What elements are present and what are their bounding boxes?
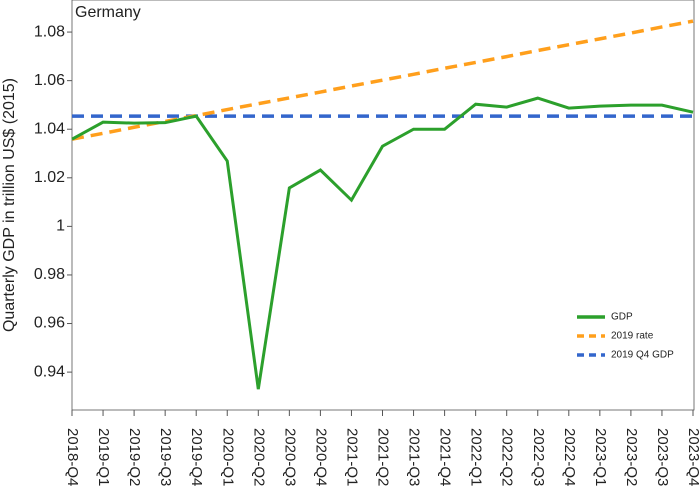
legend-label: GDP (611, 312, 633, 323)
y-tick-label: 0.98 (34, 266, 65, 283)
x-tick-label: 2021-Q1 (343, 428, 360, 486)
x-tick-label: 2021-Q3 (406, 428, 423, 486)
x-tick-label: 2023-Q1 (592, 428, 609, 486)
x-tick-label: 2019-Q4 (188, 428, 205, 486)
y-tick-label: 1.06 (34, 72, 65, 89)
y-tick-label: 1.02 (34, 169, 65, 186)
legend-label: 2019 Q4 GDP (611, 350, 674, 361)
y-tick-label: 0.96 (34, 315, 65, 332)
x-tick-label: 2020-Q3 (281, 428, 298, 486)
y-tick-label: 1 (56, 218, 65, 235)
x-tick-label: 2022-Q3 (530, 428, 547, 486)
x-tick-label: 2019-Q2 (126, 428, 143, 486)
y-tick-label: 0.94 (34, 363, 65, 380)
x-tick-label: 2020-Q2 (250, 428, 267, 486)
series-line (71, 96, 694, 390)
x-tick-label: 2023-Q3 (654, 428, 671, 486)
y-tick-label: 1.04 (34, 120, 65, 137)
plot-frame (71, 0, 695, 411)
x-tick-label: 2020-Q4 (312, 428, 329, 486)
y-axis-label: Quarterly GDP in trillion US$ (2015) (1, 78, 18, 332)
x-tick-label: 2022-Q1 (468, 428, 485, 486)
x-tick-label: 2021-Q4 (437, 428, 454, 486)
x-tick-label: 2022-Q4 (561, 428, 578, 486)
y-tick-label: 1.08 (34, 23, 65, 40)
x-tick-label: 2018-Q4 (64, 428, 81, 486)
x-tick-label: 2023-Q2 (623, 428, 640, 486)
x-tick-label: 2019-Q1 (95, 428, 112, 486)
chart-title: Germany (75, 4, 141, 21)
x-tick-label: 2023-Q4 (685, 428, 700, 486)
x-tick-label: 2019-Q3 (157, 428, 174, 486)
x-tick-label: 2020-Q1 (219, 428, 236, 486)
x-tick-label: 2021-Q2 (375, 428, 392, 486)
x-tick-label: 2022-Q2 (499, 428, 516, 486)
legend-label: 2019 rate (611, 331, 654, 342)
